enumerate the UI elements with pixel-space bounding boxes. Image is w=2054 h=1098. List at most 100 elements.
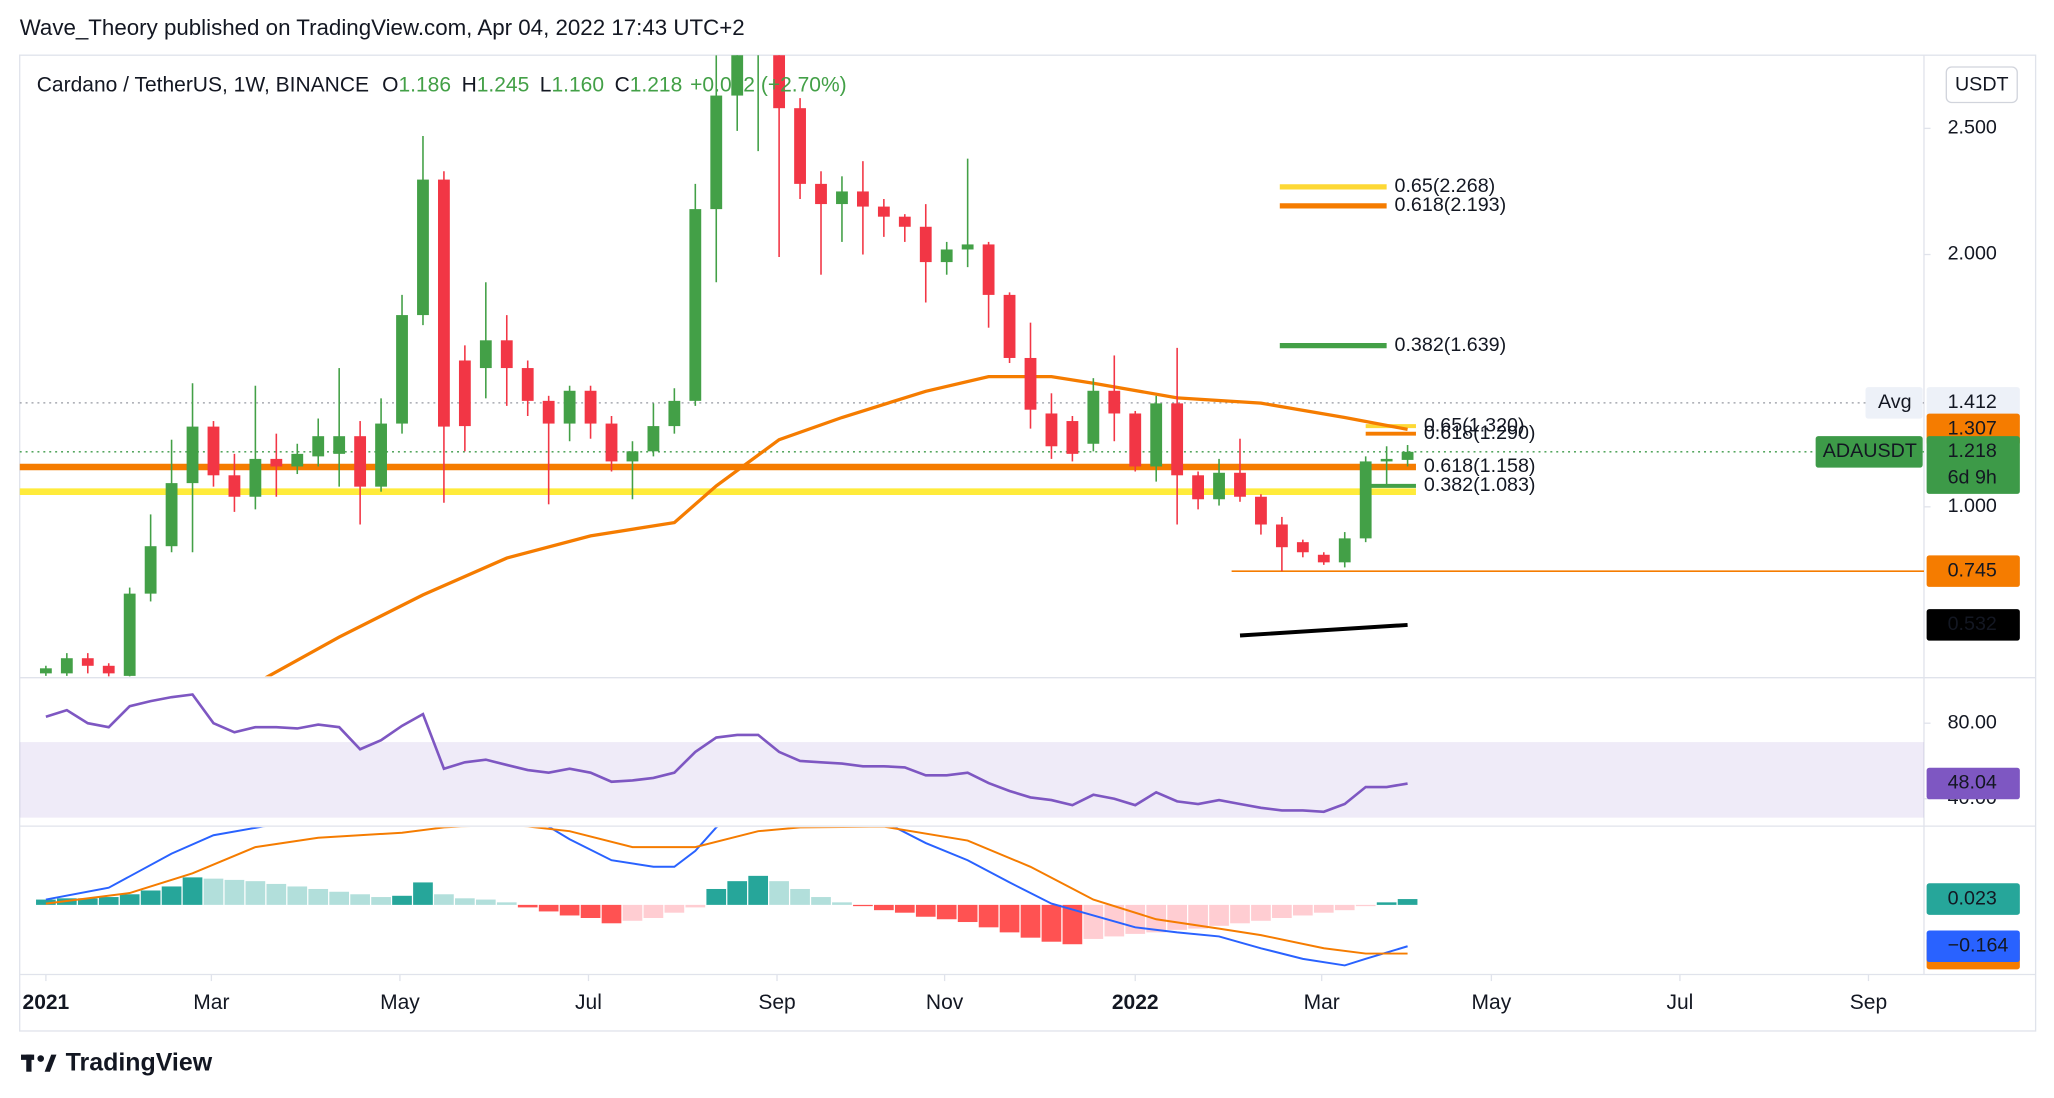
- macd-pane: [36, 827, 1418, 967]
- candle-body: [563, 390, 576, 424]
- candle-body: [1275, 524, 1288, 548]
- candle-body: [647, 426, 660, 452]
- price-badge: [1926, 609, 2020, 641]
- candle-body: [731, 55, 744, 96]
- price-badge: [1926, 387, 2020, 419]
- macd-histogram-bar: [978, 904, 999, 928]
- price-badge-value: 1.412: [1948, 391, 1997, 413]
- price-badge: [1926, 555, 2020, 587]
- moving-average: [264, 375, 1408, 677]
- macd-histogram-bar: [517, 904, 538, 908]
- rsi-badge-value: 48.04: [1948, 772, 1997, 794]
- logo-mark: [26, 1054, 32, 1072]
- candle-body: [312, 436, 325, 457]
- candle-body: [668, 400, 681, 427]
- x-tick-label: May: [380, 991, 420, 1014]
- macd-histogram-bar: [287, 886, 308, 905]
- macd-histogram-bar: [832, 902, 852, 905]
- candle-body: [1129, 413, 1142, 467]
- macd-histogram-bar: [77, 898, 98, 905]
- macd-histogram-bar: [1188, 904, 1208, 929]
- moving-average: [1239, 622, 1408, 638]
- candle-body: [626, 451, 639, 462]
- currency-box[interactable]: [1945, 66, 2018, 104]
- frame: [19, 54, 2037, 1032]
- candle-body: [940, 249, 953, 263]
- candle-body: [856, 191, 869, 207]
- price-badge: [1926, 436, 2020, 494]
- macd-histogram-bar: [1209, 904, 1229, 926]
- candle-body: [1401, 451, 1414, 460]
- rsi-band: [19, 742, 1924, 818]
- macd-histogram-bar: [350, 894, 370, 905]
- candle-body: [1296, 542, 1309, 553]
- candle-body: [689, 209, 702, 401]
- candle-body: [1234, 472, 1246, 497]
- macd-histogram-bar: [748, 875, 769, 905]
- candle-body: [249, 458, 262, 497]
- title: Cardano / TetherUS, 1W, BINANCE: [37, 73, 369, 96]
- macd-histogram-bar: [999, 904, 1020, 933]
- fib-label: 0.65(1.320): [1424, 414, 1525, 436]
- candle-body: [1087, 390, 1100, 444]
- macd-histogram-bar: [1125, 904, 1146, 934]
- x-tick-label: May: [1472, 991, 1512, 1014]
- ohlc-legend: Cardano / TetherUS, 1W, BINANCE O1.186 H1.…: [37, 73, 847, 96]
- candle-body: [898, 216, 911, 227]
- candle-body: [291, 453, 304, 467]
- candle-body: [1066, 421, 1079, 454]
- macd-histogram-bar: [1230, 904, 1250, 924]
- macd-histogram-bar: [874, 904, 894, 911]
- macd-histogram-bar: [559, 904, 580, 916]
- candle-body: [81, 658, 94, 666]
- price-label-name: Avg: [1878, 391, 1912, 413]
- candle-body: [1003, 294, 1016, 358]
- x-tick-label: Jul: [1666, 991, 1693, 1014]
- x-tick-label: 2021: [23, 991, 70, 1014]
- x-tick-label: 2022: [1112, 991, 1159, 1014]
- fib-label: 0.382(1.083): [1424, 474, 1536, 496]
- x-tick-label: Mar: [193, 991, 229, 1014]
- candle-body: [836, 191, 848, 205]
- macd-histogram-bar: [308, 888, 329, 905]
- macd-histogram-bar: [957, 904, 978, 923]
- price-label-box: [1865, 387, 1923, 419]
- macd-histogram-bar: [790, 888, 810, 905]
- candle-body: [438, 179, 450, 427]
- histogram-badge: [1926, 883, 2020, 915]
- candle-body: [542, 400, 555, 424]
- price-badge-value: 0.532: [1948, 613, 1997, 635]
- currency: USDT: [1955, 74, 2009, 96]
- candle-body: [815, 183, 827, 205]
- ohlc-key: H: [462, 73, 477, 96]
- candle-body: [270, 458, 283, 467]
- ohlc-value: 1.218: [630, 73, 683, 96]
- macd-histogram-bar: [538, 904, 559, 912]
- price-badge-value: 0.745: [1948, 559, 1997, 581]
- macd-histogram-bar: [1313, 904, 1334, 913]
- macd-histogram-bar: [455, 898, 475, 905]
- footer-text: TradingView: [66, 1048, 213, 1076]
- macd-histogram-bar: [496, 902, 517, 905]
- x-tick-label: Jul: [575, 991, 602, 1014]
- macd-histogram-bar: [1334, 904, 1355, 911]
- candle-body: [123, 593, 136, 676]
- macd-histogram-bar: [119, 894, 140, 905]
- footer-logo: TradingView: [21, 1048, 213, 1076]
- x-tick-label: Mar: [1304, 991, 1340, 1014]
- macd-histogram-bar: [475, 899, 496, 905]
- countdown: 6d 9h: [1948, 466, 1997, 488]
- candle-body: [500, 340, 513, 369]
- macd-histogram-bar: [1167, 904, 1187, 930]
- candle-body: [228, 475, 241, 497]
- axes: 1.000 2.000 2.500 2021 Mar May Jul Sep Nov 2022 Ma…: [23, 117, 2020, 1014]
- candle-body: [1380, 458, 1393, 462]
- candle-body: [39, 668, 52, 674]
- macd-histogram-bar: [1355, 904, 1376, 907]
- candle-body: [877, 206, 890, 217]
- candle-body: [961, 244, 974, 250]
- ohlc-key: L: [540, 73, 552, 96]
- macd-histogram-bar: [413, 882, 433, 905]
- candle-body: [479, 340, 492, 369]
